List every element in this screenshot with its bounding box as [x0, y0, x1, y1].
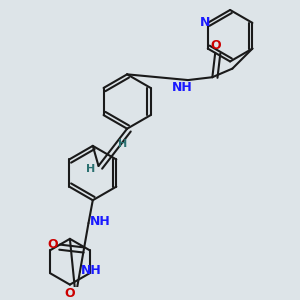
Text: NH: NH [90, 215, 110, 228]
Text: H: H [86, 164, 95, 174]
Text: O: O [64, 287, 75, 300]
Text: NH: NH [81, 264, 102, 277]
Text: N: N [200, 16, 210, 29]
Text: O: O [47, 238, 58, 251]
Text: O: O [210, 39, 220, 52]
Text: H: H [118, 140, 128, 149]
Text: NH: NH [172, 81, 193, 94]
